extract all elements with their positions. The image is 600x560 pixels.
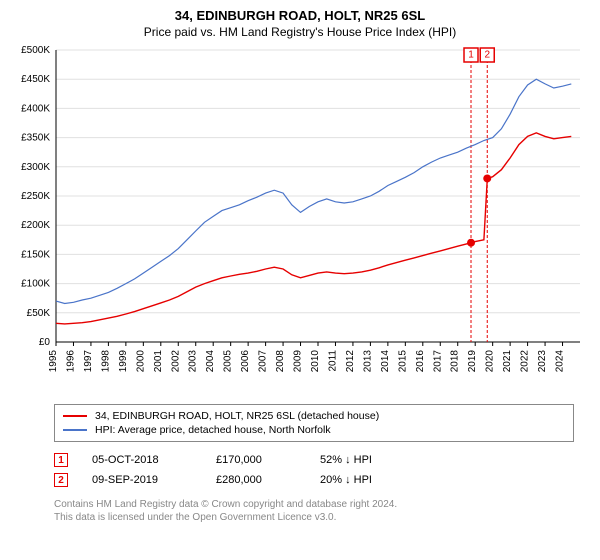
event-row: 1 05-OCT-2018 £170,000 52% ↓ HPI <box>54 450 574 470</box>
events-table: 1 05-OCT-2018 £170,000 52% ↓ HPI 2 09-SE… <box>54 450 574 490</box>
svg-text:2009: 2009 <box>293 350 304 373</box>
svg-text:2003: 2003 <box>188 350 199 373</box>
svg-text:2014: 2014 <box>380 350 391 373</box>
svg-text:£500K: £500K <box>21 46 50 56</box>
svg-text:£400K: £400K <box>21 103 50 114</box>
legend-row: HPI: Average price, detached house, Nort… <box>63 423 565 437</box>
svg-text:2012: 2012 <box>345 350 356 373</box>
svg-text:2016: 2016 <box>415 350 426 373</box>
svg-text:2004: 2004 <box>205 350 216 373</box>
event-marker: 1 <box>54 453 68 467</box>
event-price: £170,000 <box>216 454 296 466</box>
svg-text:2010: 2010 <box>310 350 321 373</box>
legend-wrap: 34, EDINBURGH ROAD, HOLT, NR25 6SL (deta… <box>54 404 574 524</box>
svg-text:2002: 2002 <box>170 350 181 373</box>
legend-label: 34, EDINBURGH ROAD, HOLT, NR25 6SL (deta… <box>95 410 379 422</box>
svg-text:£450K: £450K <box>21 74 50 85</box>
event-hpi: 52% ↓ HPI <box>320 454 400 466</box>
svg-text:1: 1 <box>468 50 474 61</box>
event-row: 2 09-SEP-2019 £280,000 20% ↓ HPI <box>54 470 574 490</box>
svg-text:1996: 1996 <box>65 350 76 373</box>
svg-text:2013: 2013 <box>362 350 373 373</box>
svg-text:2011: 2011 <box>327 350 338 372</box>
svg-text:£0: £0 <box>39 337 51 348</box>
event-hpi: 20% ↓ HPI <box>320 474 400 486</box>
svg-text:2023: 2023 <box>537 350 548 373</box>
legend-box: 34, EDINBURGH ROAD, HOLT, NR25 6SL (deta… <box>54 404 574 442</box>
svg-text:£200K: £200K <box>21 220 50 231</box>
svg-text:2005: 2005 <box>223 350 234 373</box>
svg-text:1998: 1998 <box>100 350 111 373</box>
page-title: 34, EDINBURGH ROAD, HOLT, NR25 6SL <box>0 0 600 23</box>
svg-text:2018: 2018 <box>450 350 461 373</box>
legend-row: 34, EDINBURGH ROAD, HOLT, NR25 6SL (deta… <box>63 409 565 423</box>
svg-text:2006: 2006 <box>240 350 251 373</box>
event-date: 05-OCT-2018 <box>92 454 192 466</box>
svg-text:2000: 2000 <box>135 350 146 373</box>
svg-text:1999: 1999 <box>118 350 129 373</box>
svg-text:2024: 2024 <box>555 350 566 373</box>
svg-text:£50K: £50K <box>27 308 51 319</box>
svg-text:1997: 1997 <box>83 350 94 373</box>
svg-text:2001: 2001 <box>153 350 164 373</box>
svg-text:2017: 2017 <box>432 350 443 373</box>
footnote-line: This data is licensed under the Open Gov… <box>54 511 574 524</box>
event-price: £280,000 <box>216 474 296 486</box>
svg-text:£300K: £300K <box>21 162 50 173</box>
event-marker: 2 <box>54 473 68 487</box>
svg-text:£150K: £150K <box>21 249 50 260</box>
svg-text:2021: 2021 <box>502 350 513 373</box>
svg-text:2015: 2015 <box>397 350 408 373</box>
svg-text:2: 2 <box>484 50 490 61</box>
svg-text:2019: 2019 <box>467 350 478 373</box>
svg-text:£100K: £100K <box>21 279 50 290</box>
event-date: 09-SEP-2019 <box>92 474 192 486</box>
legend-label: HPI: Average price, detached house, Nort… <box>95 424 331 436</box>
footnote: Contains HM Land Registry data © Crown c… <box>54 498 574 524</box>
svg-text:2008: 2008 <box>275 350 286 373</box>
svg-text:2022: 2022 <box>520 350 531 373</box>
price-chart: £0 £50K £100K £150K £200K £250K £300K £350K £400… <box>12 46 588 396</box>
svg-text:2020: 2020 <box>485 350 496 373</box>
legend-swatch <box>63 415 87 417</box>
legend-swatch <box>63 429 87 431</box>
chart-svg: £0 £50K £100K £150K £200K £250K £300K £350K £400… <box>12 46 588 396</box>
svg-text:1995: 1995 <box>48 350 59 373</box>
svg-text:£350K: £350K <box>21 133 50 144</box>
footnote-line: Contains HM Land Registry data © Crown c… <box>54 498 574 511</box>
page-subtitle: Price paid vs. HM Land Registry's House … <box>0 23 600 45</box>
svg-text:£250K: £250K <box>21 191 50 202</box>
svg-text:2007: 2007 <box>258 350 269 373</box>
